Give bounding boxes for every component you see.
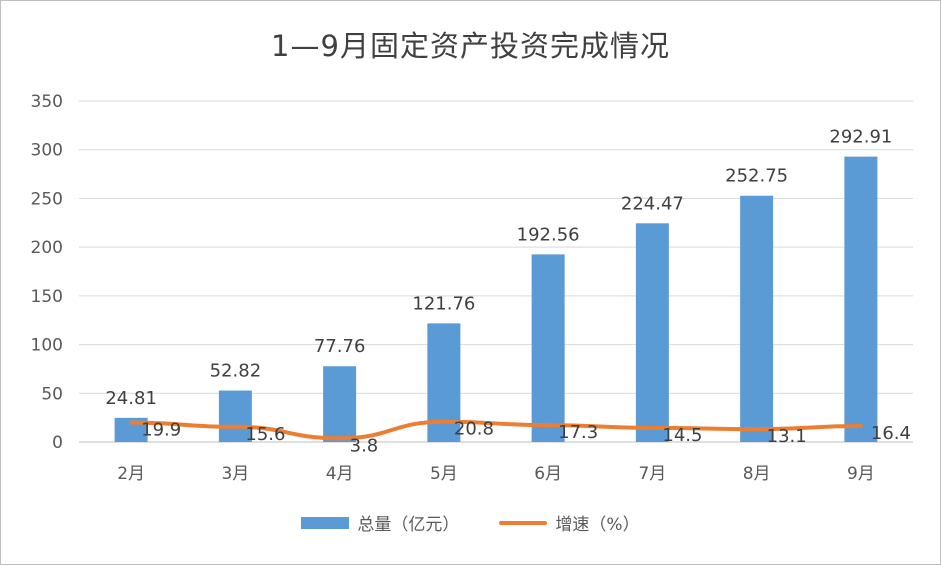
bar: [531, 254, 565, 442]
y-tick-label: 100: [31, 336, 63, 356]
bar-data-label: 252.75: [725, 166, 788, 187]
x-tick-label: 4月: [326, 464, 354, 484]
line-data-label: 14.5: [662, 425, 702, 446]
legend-label-total: 总量（亿元）: [357, 515, 460, 535]
line-data-label: 20.8: [454, 419, 494, 440]
y-tick-label: 0: [52, 433, 63, 453]
y-tick-label: 50: [41, 384, 63, 404]
x-tick-label: 6月: [534, 464, 562, 484]
bar: [844, 156, 878, 442]
x-tick-label: 5月: [430, 464, 458, 484]
x-tick-label: 7月: [638, 464, 666, 484]
bar-data-label: 52.82: [210, 361, 262, 382]
x-tick-label: 2月: [117, 464, 145, 484]
x-tick-label: 3月: [221, 464, 249, 484]
legend-swatch-bar: [301, 516, 350, 529]
y-tick-label: 250: [31, 189, 63, 209]
legend-label-growth: 增速（%）: [555, 515, 640, 535]
chart-legend: 总量（亿元） 增速（%）: [1, 510, 940, 535]
bar-data-label: 77.76: [314, 336, 366, 357]
bar-data-label: 292.91: [829, 127, 892, 148]
line-series-growth: [129, 419, 863, 441]
line-data-label: 13.1: [767, 426, 807, 447]
line-data-label: 19.9: [141, 420, 181, 441]
bar: [218, 390, 252, 442]
bar-data-label: 224.47: [621, 193, 684, 214]
line-data-label: 3.8: [350, 435, 379, 456]
chart-title: 1—9月固定资产投资完成情况: [271, 29, 670, 63]
bar: [740, 195, 774, 442]
y-tick-label: 350: [31, 92, 63, 112]
line-data-label: 17.3: [558, 422, 598, 443]
legend-swatch-line: [499, 520, 548, 525]
y-tick-label: 150: [31, 287, 63, 307]
legend-item-total: 总量（亿元）: [301, 510, 459, 535]
y-tick-label: 300: [31, 141, 63, 161]
bar-data-label: 121.76: [412, 293, 475, 314]
line-data-label: 16.4: [871, 423, 911, 444]
bar-data-label: 192.56: [517, 224, 580, 245]
bar: [323, 366, 357, 442]
x-tick-label: 9月: [847, 464, 875, 484]
y-tick-label: 200: [31, 238, 63, 258]
bar: [635, 223, 669, 442]
legend-item-growth: 增速（%）: [499, 510, 640, 535]
x-tick-label: 8月: [743, 464, 771, 484]
bar-data-label: 24.81: [105, 388, 157, 409]
line-data-label: 15.6: [245, 424, 285, 445]
